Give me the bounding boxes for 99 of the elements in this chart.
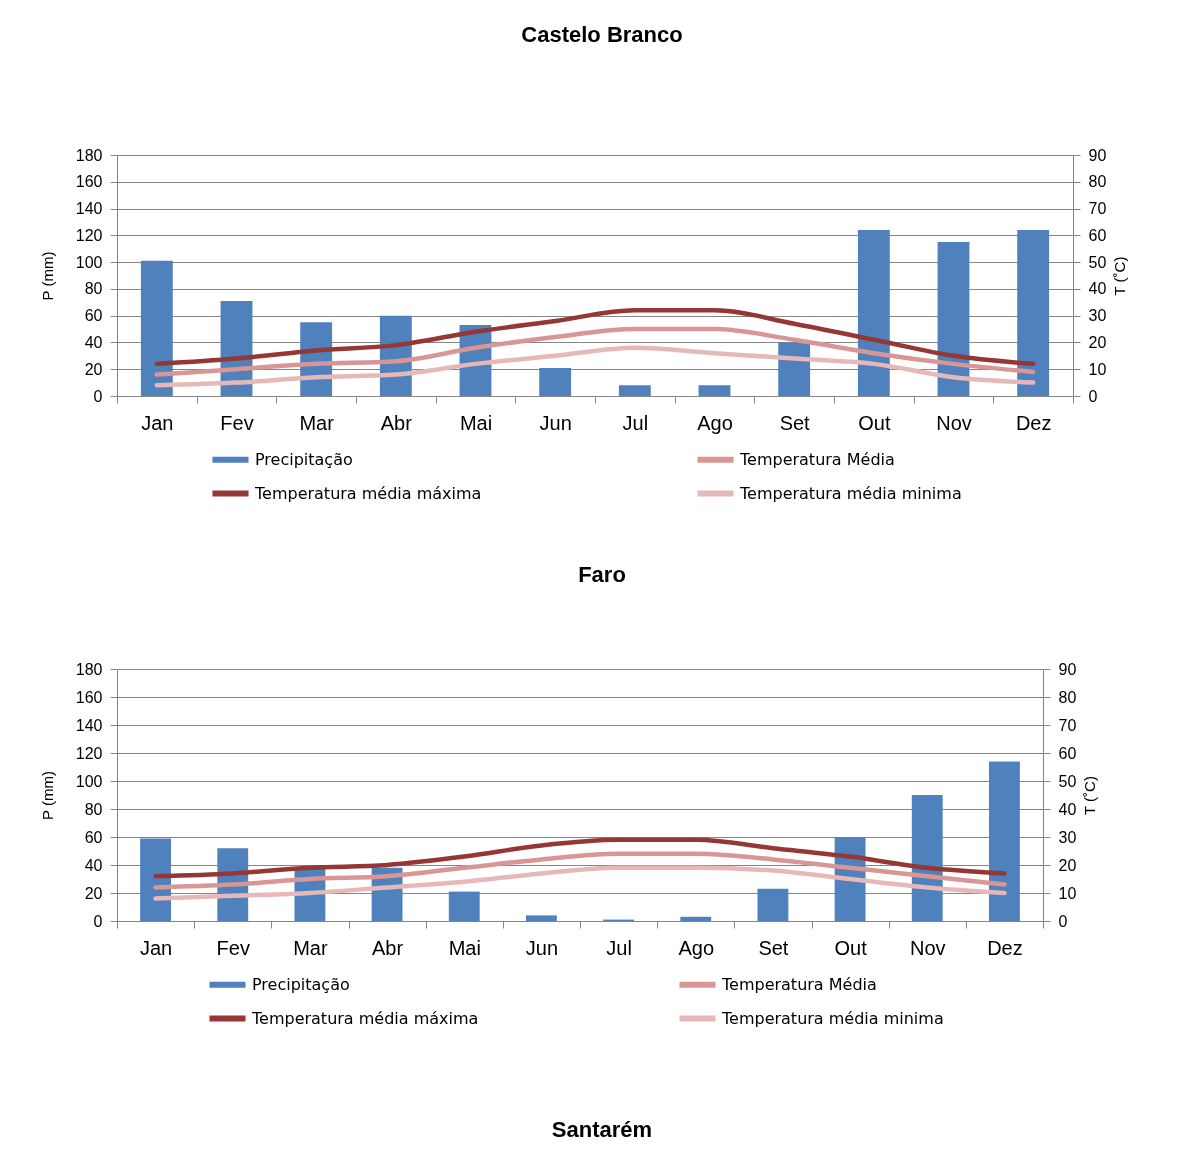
legend-label: Temperatura média máxima [251,1008,479,1028]
x-tick-label: Mar [299,411,335,434]
x-tick-label: Fev [216,936,250,959]
x-tick-label: Jul [622,411,649,434]
x-tick-label: Out [834,936,868,959]
line-series [153,865,1007,901]
legend-label: Temperatura Média [721,974,877,994]
y-tick-label: 120 [75,744,103,762]
y-axis-title: P (mm) [38,771,56,820]
y-tick-label: 140 [75,716,103,734]
y2-tick-label: 90 [1058,660,1077,678]
y-tick-label: 100 [75,253,103,271]
x-tick-label: Abr [372,936,404,959]
bar [140,260,173,396]
x-tick-label: Ago [678,936,715,959]
bar [988,761,1020,921]
y2-axis-title: T (˚C) [1081,776,1099,815]
y-axis-title: P (mm) [38,251,56,301]
bar [757,888,789,921]
y-tick-label: 20 [84,884,103,902]
y-tick-label: 160 [75,173,103,191]
bar [618,385,651,396]
legend-label: Temperatura média minima [739,483,962,503]
y-tick-label: 180 [75,660,103,678]
x-tick-label: Nov [936,411,972,434]
bar [680,916,712,921]
y2-tick-label: 60 [1058,744,1077,762]
x-tick-label: Jun [525,936,559,959]
bar [911,795,943,921]
x-tick-label: Abr [380,411,413,434]
bar [525,915,557,921]
y2-tick-label: 30 [1088,307,1107,325]
y2-tick-label: 60 [1088,226,1107,244]
x-tick-label: Nov [909,936,946,959]
y-tick-label: 180 [75,146,103,164]
x-tick-label: Jul [606,936,632,959]
bar [698,385,731,396]
line-series [154,345,1036,388]
y2-axis-title: T (˚C) [1111,256,1129,296]
x-tick-label: Jun [539,411,572,434]
x-tick-label: Set [779,411,811,434]
line-series [154,326,1036,377]
x-tick-label: Fev [220,411,254,434]
y2-tick-label: 0 [1058,912,1068,930]
bar [857,229,890,396]
text: Santarém [551,1117,653,1142]
legend-label: Precipitação [255,449,353,469]
y2-tick-label: 20 [1058,856,1077,874]
y2-tick-label: 90 [1088,146,1107,164]
line-series [153,837,1007,879]
y-tick-label: 120 [75,226,103,244]
y-tick-label: 0 [93,912,103,930]
x-tick-label: Set [758,936,789,959]
y2-tick-label: 70 [1088,200,1107,218]
x-tick-label: Mai [448,936,481,959]
bar [1017,229,1050,396]
y2-tick-label: 20 [1088,333,1107,351]
y-tick-label: 60 [84,828,103,846]
y2-tick-label: 10 [1058,884,1077,902]
x-tick-label: Ago [697,411,733,434]
y-tick-label: 40 [84,856,103,874]
y2-tick-label: 70 [1058,716,1077,734]
y-tick-label: 160 [75,688,103,706]
y2-tick-label: 40 [1088,280,1107,298]
y-tick-label: 20 [84,360,103,378]
y-tick-label: 0 [93,387,103,405]
legend-label: Precipitação [252,974,350,994]
line-series [153,851,1007,890]
bar [539,367,572,396]
x-tick-label: Mar [293,936,328,959]
y-tick-label: 60 [84,307,103,325]
y2-tick-label: 40 [1058,800,1077,818]
x-tick-label: Dez [1015,411,1052,434]
y2-tick-label: 80 [1058,688,1077,706]
y2-tick-label: 80 [1088,173,1107,191]
legend-label: Temperatura média máxima [254,483,482,503]
y-tick-label: 80 [84,800,103,818]
x-tick-label: Mai [459,411,493,434]
x-tick-label: Out [858,411,891,434]
y-tick-label: 40 [84,333,103,351]
y2-tick-label: 0 [1088,387,1098,405]
y2-tick-label: 10 [1088,360,1107,378]
y-tick-label: 100 [75,772,103,790]
bar [140,838,172,921]
y-tick-label: 140 [75,200,103,218]
line-series [154,308,1036,367]
chart-title: Castelo Branco [521,22,683,47]
y-tick-label: 80 [84,280,103,298]
x-tick-label: Dez [987,936,1023,959]
y2-tick-label: 50 [1058,772,1077,790]
legend-label: Temperatura Média [739,449,895,469]
y2-tick-label: 50 [1088,253,1107,271]
legend-label: Temperatura média minima [721,1008,944,1028]
x-tick-label: Jan [139,936,173,959]
bar [778,342,811,396]
bar [448,891,480,921]
x-tick-label: Jan [141,411,174,434]
chart-title: Faro [578,562,626,587]
y2-tick-label: 30 [1058,828,1077,846]
